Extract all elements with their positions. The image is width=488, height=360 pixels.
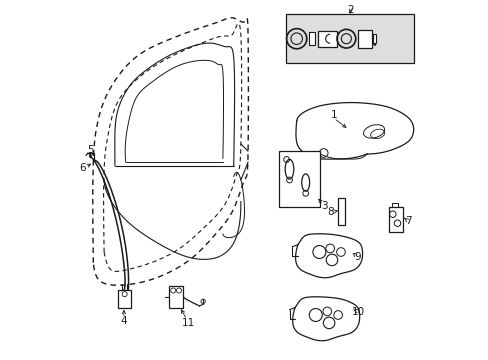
Text: 7: 7 (404, 216, 411, 226)
FancyBboxPatch shape (285, 14, 413, 63)
Text: 2: 2 (346, 5, 353, 15)
FancyBboxPatch shape (168, 286, 183, 308)
Text: 5: 5 (87, 145, 94, 156)
Text: 11: 11 (182, 318, 195, 328)
FancyBboxPatch shape (337, 198, 345, 225)
FancyBboxPatch shape (373, 34, 375, 43)
Text: 10: 10 (350, 307, 364, 318)
FancyBboxPatch shape (118, 290, 131, 308)
FancyBboxPatch shape (317, 31, 337, 46)
Text: 6: 6 (79, 163, 85, 173)
FancyBboxPatch shape (308, 32, 314, 45)
Text: 1: 1 (330, 110, 336, 120)
Text: 8: 8 (327, 207, 333, 217)
Circle shape (373, 43, 375, 46)
Text: 4: 4 (121, 316, 127, 327)
FancyBboxPatch shape (357, 30, 371, 48)
FancyBboxPatch shape (278, 151, 320, 207)
FancyBboxPatch shape (387, 207, 402, 232)
Text: 3: 3 (321, 201, 327, 211)
Text: 9: 9 (354, 252, 361, 262)
